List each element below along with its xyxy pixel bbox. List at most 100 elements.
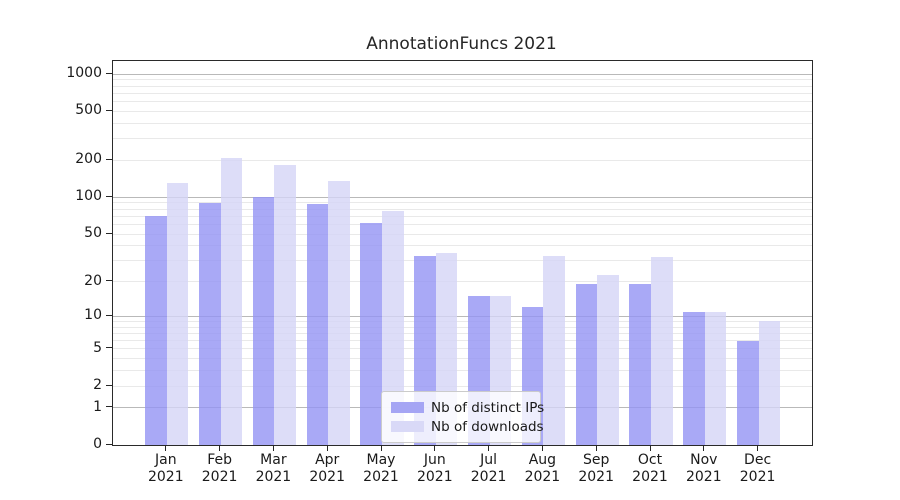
bar-downloads-jan	[166, 183, 189, 445]
legend-swatch-downloads	[391, 421, 424, 432]
y-tick-mark	[106, 280, 112, 282]
minor-gridline	[113, 79, 812, 81]
bar-distinct-ips-mar	[252, 197, 275, 445]
minor-gridline	[113, 159, 812, 161]
minor-gridline	[113, 208, 812, 210]
bar-distinct-ips-nov	[683, 311, 705, 445]
bar-distinct-ips-apr	[306, 204, 329, 445]
minor-gridline	[113, 370, 812, 372]
x-tick-label-apr: Apr 2021	[309, 452, 345, 485]
x-tick-mark	[165, 445, 167, 451]
x-tick-label-may: May 2021	[363, 452, 399, 485]
y-tick-label: 100	[75, 188, 102, 205]
minor-gridline	[113, 348, 812, 350]
minor-gridline	[113, 358, 812, 360]
bar-downloads-oct	[651, 257, 673, 445]
bar-downloads-mar	[274, 165, 297, 445]
x-tick-label-aug: Aug 2021	[524, 452, 561, 485]
bar-distinct-ips-dec	[736, 340, 759, 445]
x-tick-mark	[219, 445, 221, 451]
y-tick-label: 200	[75, 151, 102, 168]
major-gridline	[113, 315, 812, 317]
bar-distinct-ips-may	[360, 222, 382, 445]
minor-gridline	[113, 332, 812, 334]
bar-downloads-nov	[704, 311, 727, 445]
minor-gridline	[113, 385, 812, 387]
minor-gridline	[113, 110, 812, 112]
chart-title: AnnotationFuncs 2021	[366, 34, 557, 54]
minor-gridline	[113, 245, 812, 247]
y-tick-mark	[106, 384, 112, 386]
y-tick-label: 0	[93, 436, 102, 452]
bar-downloads-dec	[758, 321, 781, 445]
legend-entry-downloads: Nb of downloads	[391, 417, 544, 436]
x-tick-mark	[380, 445, 382, 451]
minor-gridline	[113, 138, 812, 140]
y-tick-label: 2	[93, 377, 102, 394]
y-tick-label: 5	[93, 339, 102, 356]
y-tick-label: 500	[75, 102, 102, 119]
legend-label-downloads: Nb of downloads	[431, 418, 544, 435]
minor-gridline	[113, 326, 812, 328]
y-tick-mark	[106, 347, 112, 349]
x-tick-mark	[272, 445, 274, 451]
x-tick-label-dec: Dec 2021	[739, 452, 776, 485]
minor-gridline	[113, 233, 812, 235]
bar-downloads-may	[382, 211, 404, 445]
plot-area: Nb of distinct IPs Nb of downloads	[112, 60, 813, 446]
x-tick-label-mar: Mar 2021	[255, 452, 292, 485]
x-tick-mark	[703, 445, 705, 451]
major-gridline	[113, 73, 812, 75]
x-tick-label-jul: Jul 2021	[470, 452, 507, 485]
bar-downloads-sep	[597, 274, 619, 445]
bar-distinct-ips-oct	[629, 284, 651, 445]
y-tick-label: 10	[84, 307, 102, 324]
minor-gridline	[113, 320, 812, 322]
x-tick-label-feb: Feb 2021	[201, 452, 238, 485]
x-tick-label-oct: Oct 2021	[632, 452, 668, 485]
y-tick-label: 1	[93, 398, 102, 415]
legend: Nb of distinct IPs Nb of downloads	[381, 391, 544, 443]
bar-downloads-apr	[328, 181, 350, 445]
major-gridline	[113, 196, 812, 198]
minor-gridline	[113, 281, 812, 283]
minor-gridline	[113, 215, 812, 217]
legend-entry-distinct-ips: Nb of distinct IPs	[391, 398, 544, 417]
x-tick-label-jan: Jan 2021	[147, 452, 184, 485]
minor-gridline	[113, 122, 812, 124]
x-tick-mark	[326, 445, 328, 451]
minor-gridline	[113, 223, 812, 225]
x-tick-label-nov: Nov 2021	[685, 452, 722, 485]
x-tick-label-sep: Sep 2021	[578, 452, 614, 485]
x-tick-mark	[488, 445, 490, 451]
y-tick-mark	[106, 232, 112, 234]
y-tick-mark	[106, 406, 112, 408]
y-tick-mark	[106, 195, 112, 197]
legend-label-distinct-ips: Nb of distinct IPs	[431, 399, 545, 416]
y-tick-mark	[106, 443, 112, 445]
y-tick-label: 20	[84, 272, 102, 289]
x-tick-mark	[757, 445, 759, 451]
y-tick-label: 50	[84, 225, 102, 242]
y-tick-label: 1000	[66, 65, 102, 82]
bar-downloads-feb	[220, 157, 243, 445]
x-tick-mark	[541, 445, 543, 451]
x-tick-label-jun: Jun 2021	[416, 452, 453, 485]
y-tick-mark	[106, 109, 112, 111]
minor-gridline	[113, 101, 812, 103]
y-tick-mark	[106, 72, 112, 74]
legend-swatch-distinct-ips	[391, 402, 424, 413]
bar-distinct-ips-feb	[198, 203, 221, 445]
minor-gridline	[113, 85, 812, 87]
y-tick-mark	[106, 158, 112, 160]
minor-gridline	[113, 340, 812, 342]
x-tick-mark	[434, 445, 436, 451]
bar-distinct-ips-jan	[145, 216, 167, 445]
minor-gridline	[113, 202, 812, 204]
x-tick-mark	[595, 445, 597, 451]
bar-distinct-ips-sep	[575, 284, 598, 445]
x-tick-mark	[649, 445, 651, 451]
minor-gridline	[113, 92, 812, 94]
bar-downloads-aug	[543, 255, 566, 445]
